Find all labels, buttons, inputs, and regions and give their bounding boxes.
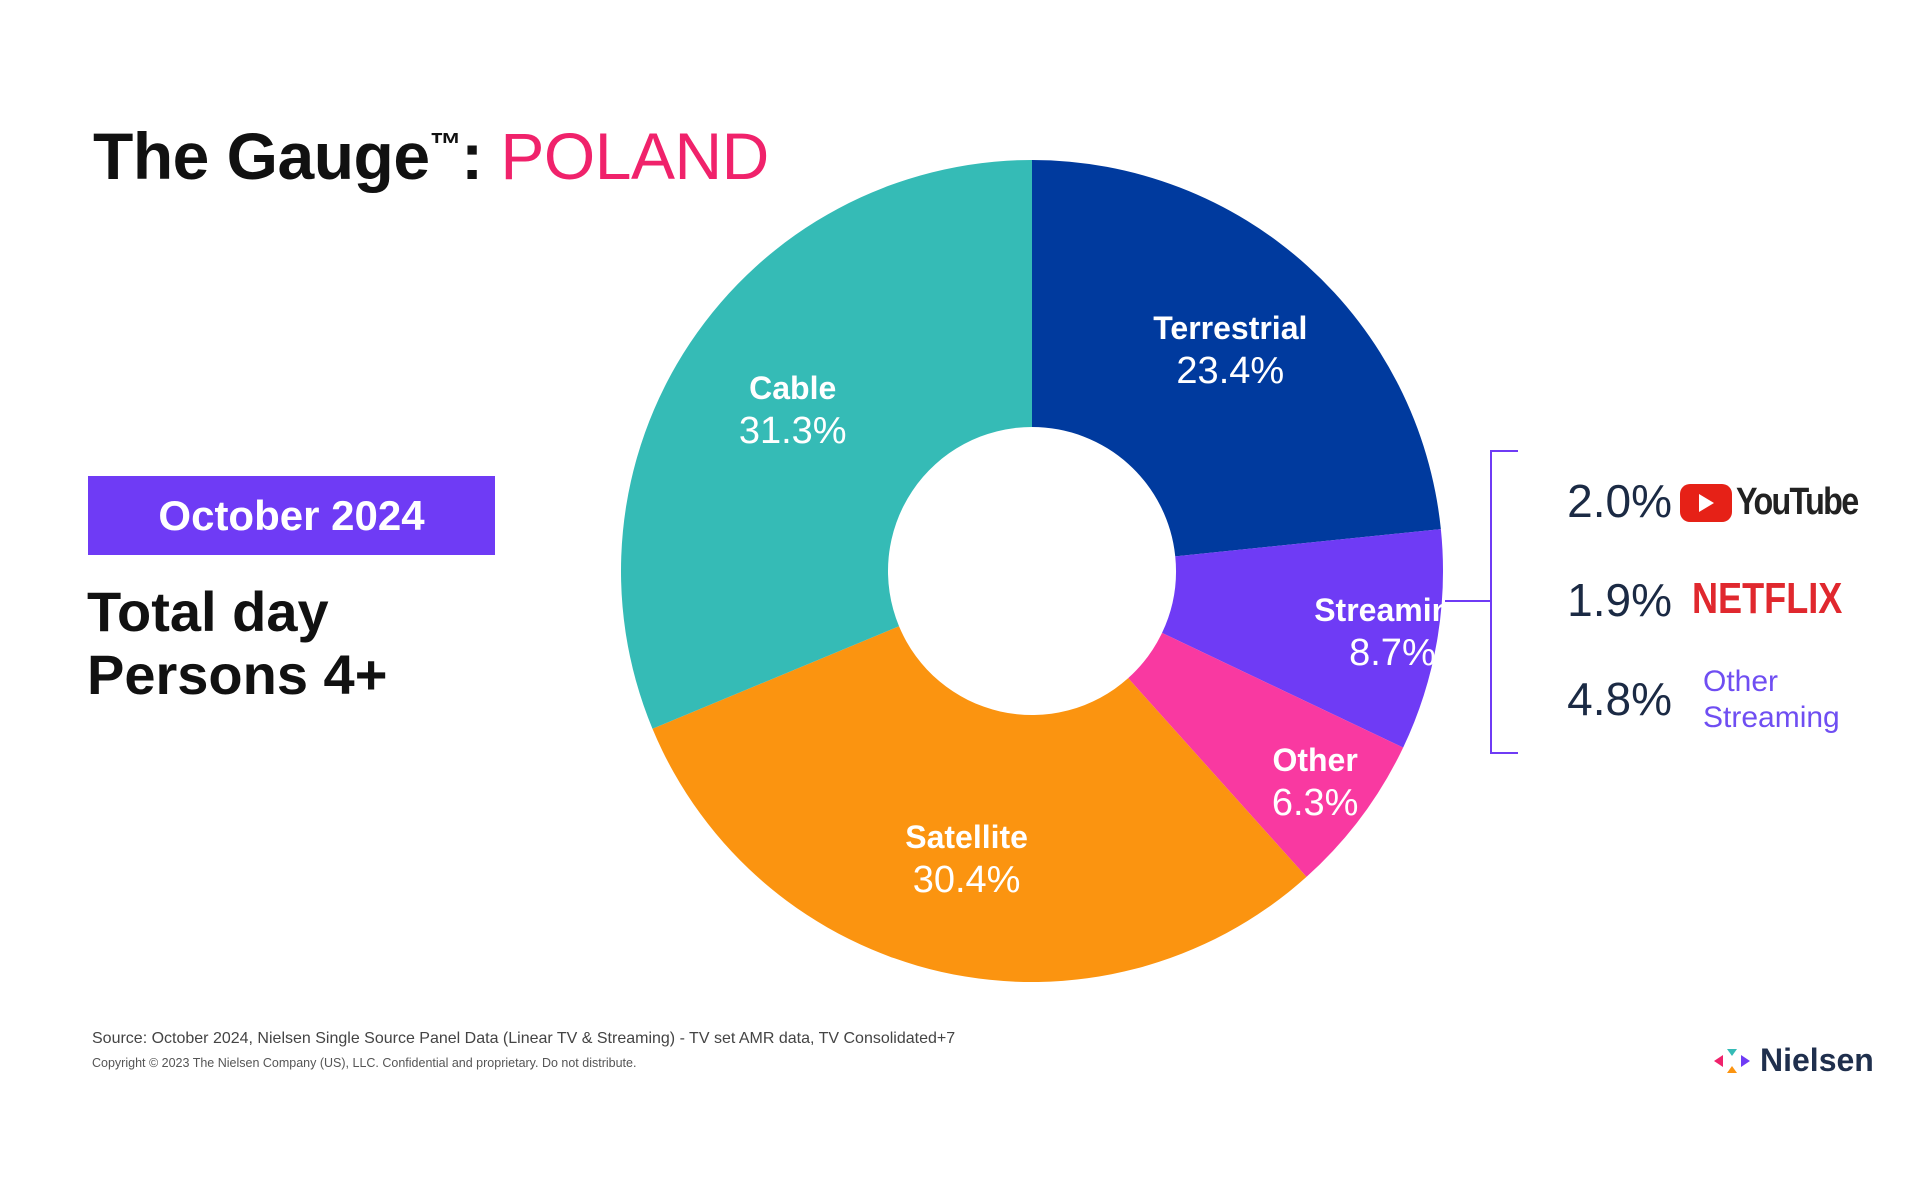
nielsen-wordmark: Nielsen: [1760, 1042, 1874, 1078]
page-title: The Gauge™: POLAND: [93, 118, 769, 194]
other-streaming-share: 4.8%: [1567, 673, 1672, 725]
subtitle-line2: Persons 4+: [87, 643, 388, 706]
youtube-wordmark: YouTube: [1736, 481, 1859, 523]
slice-other: [1128, 632, 1404, 877]
slice-value: 30.4%: [912, 858, 1021, 901]
subtitle-line1: Total day: [87, 580, 329, 643]
youtube-logo: YouTube: [1680, 481, 1879, 524]
slice-name: Terrestrial: [1153, 310, 1308, 347]
title-separator: :: [461, 119, 483, 193]
slice-label-other: Other 6.3%: [1272, 740, 1359, 826]
audience-subtitle: Total day Persons 4+: [87, 580, 387, 706]
slice-satellite: [652, 626, 1307, 982]
slice-value: 31.3%: [738, 410, 847, 453]
slice-label-streaming: Streaming 8.7%: [1314, 590, 1470, 676]
nielsen-mark-icon: [1714, 1048, 1750, 1073]
slice-streaming: [1162, 529, 1444, 748]
slice-name: Other: [1272, 741, 1358, 778]
other-streaming-label: Other Streaming: [1703, 664, 1840, 736]
slice-value: 23.4%: [1176, 350, 1285, 393]
country-name: POLAND: [500, 119, 769, 193]
other-streaming-line2: Streaming: [1703, 701, 1840, 734]
slice-name: Streaming: [1314, 592, 1471, 629]
slice-label-satellite: Satellite 30.4%: [905, 817, 1028, 903]
slice-name: Satellite: [905, 818, 1028, 855]
slice-cable: [620, 160, 1032, 729]
trademark: ™: [429, 126, 462, 162]
slice-label-terrestrial: Terrestrial 23.4%: [1153, 308, 1307, 394]
title-text: The Gauge: [93, 119, 430, 193]
netflix-share: 1.9%: [1567, 574, 1672, 626]
other-streaming-line1: Other: [1703, 665, 1779, 698]
slice-label-cable: Cable 31.3%: [739, 368, 847, 454]
nielsen-logo: Nielsen: [1712, 1042, 1874, 1079]
slice-value: 8.7%: [1349, 632, 1436, 675]
slice-value: 6.3%: [1271, 781, 1359, 824]
youtube-play-icon: [1680, 483, 1732, 522]
streaming-bracket: [1445, 450, 1518, 754]
netflix-logo: NETFLIX: [1692, 574, 1843, 623]
slice-terrestrial: [1032, 160, 1441, 557]
source-note: Source: October 2024, Nielsen Single Sou…: [92, 1030, 956, 1047]
period-badge: October 2024: [88, 476, 495, 555]
slice-name: Cable: [749, 370, 837, 407]
youtube-share: 2.0%: [1567, 475, 1672, 527]
copyright-note: Copyright © 2023 The Nielsen Company (US…: [92, 1056, 637, 1070]
